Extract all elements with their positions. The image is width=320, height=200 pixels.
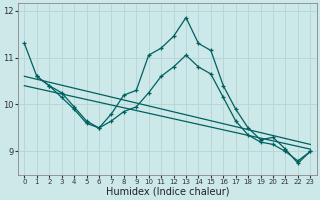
X-axis label: Humidex (Indice chaleur): Humidex (Indice chaleur) bbox=[106, 187, 229, 197]
